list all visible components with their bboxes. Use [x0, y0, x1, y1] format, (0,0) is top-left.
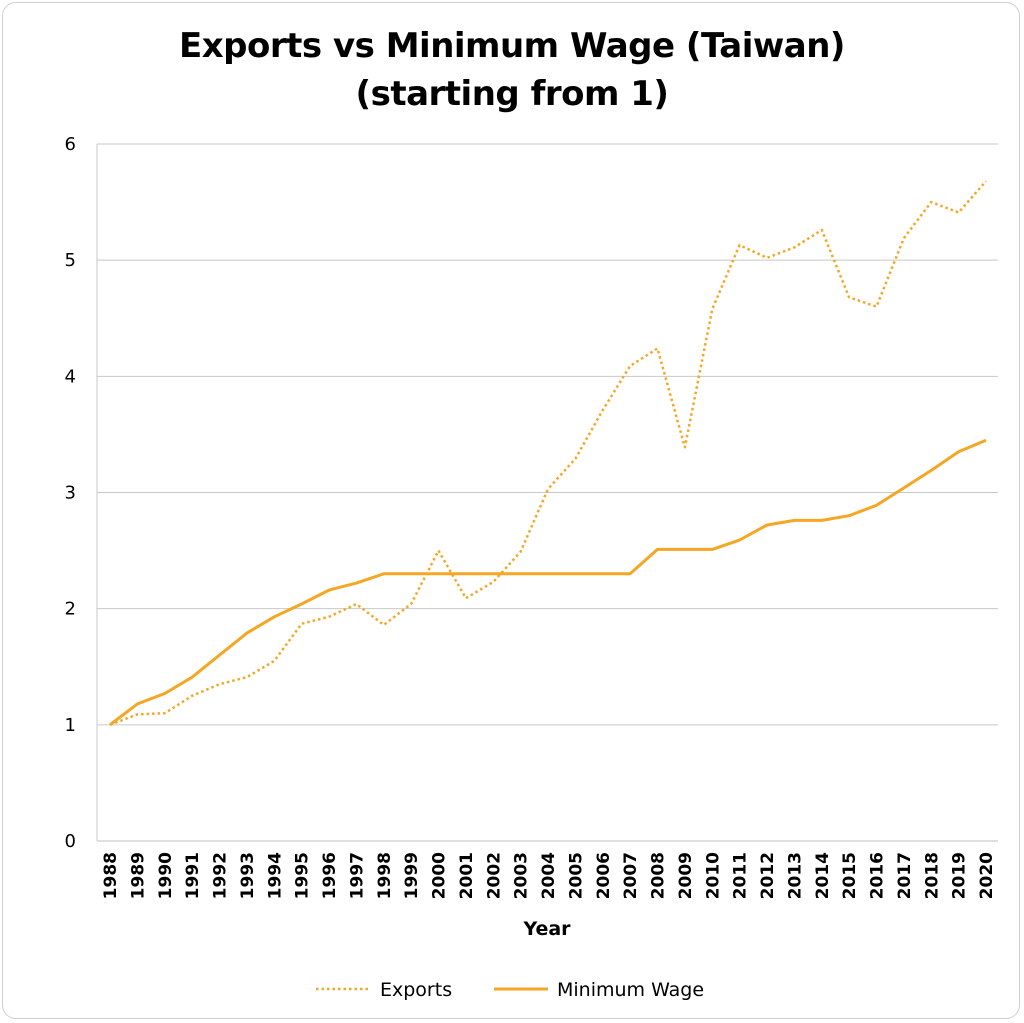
x-tick-label: 2014 — [813, 852, 833, 899]
x-tick-label: 1994 — [265, 852, 285, 899]
x-tick-label: 2015 — [840, 852, 860, 899]
y-tick-label: 5 — [65, 250, 76, 271]
x-tick-label: 2016 — [868, 852, 888, 899]
x-tick-label: 2008 — [649, 852, 669, 899]
x-tick-label: 1997 — [347, 852, 367, 899]
x-tick-label: 2010 — [703, 852, 723, 899]
legend: Exports Minimum Wage — [316, 979, 704, 1001]
x-tick-label: 2000 — [430, 852, 450, 899]
x-tick-label: 2004 — [539, 852, 559, 899]
x-tick-label: 1999 — [402, 852, 422, 899]
series-line-minimum-wage — [109, 438, 987, 726]
x-axis-ticks: 1988 1989 1990 1991 1992 1993 1994 1995 1996 1997… — [101, 852, 997, 899]
x-tick-label: 1998 — [375, 852, 395, 899]
x-tick-label: 2001 — [457, 852, 477, 899]
x-tick-label: 2005 — [566, 852, 586, 899]
x-tick-label: 2019 — [950, 852, 970, 899]
y-tick-label: 6 — [65, 134, 76, 155]
x-tick-label: 2003 — [512, 852, 532, 899]
y-tick-label: 2 — [65, 599, 76, 620]
y-tick-label: 3 — [65, 483, 76, 504]
x-tick-label: 2013 — [785, 852, 805, 899]
legend-label-minimum-wage: Minimum Wage — [557, 979, 704, 1001]
chart-title-line1: Exports vs Minimum Wage (Taiwan) — [179, 26, 845, 66]
series-lines — [109, 180, 987, 726]
y-tick-label: 1 — [65, 715, 76, 736]
x-tick-label: 1989 — [128, 852, 148, 899]
x-tick-label: 1993 — [238, 852, 258, 899]
x-tick-label: 2012 — [758, 852, 778, 899]
series-line-exports — [109, 180, 987, 726]
x-tick-label: 2002 — [484, 852, 504, 899]
x-tick-label: 2007 — [621, 852, 641, 899]
x-tick-label: 2017 — [895, 852, 915, 899]
x-tick-label: 2018 — [922, 852, 942, 899]
y-tick-label: 4 — [65, 366, 76, 387]
legend-label-exports: Exports — [380, 979, 452, 1001]
x-tick-label: 2006 — [594, 852, 614, 899]
y-tick-label: 0 — [65, 831, 76, 852]
x-tick-label: 2009 — [676, 852, 696, 899]
x-tick-label: 1992 — [211, 852, 231, 899]
chart-title-line2: (starting from 1) — [355, 74, 669, 114]
x-tick-label: 1995 — [293, 852, 313, 899]
x-axis-title: Year — [522, 918, 571, 940]
y-axis-ticks: 0 1 2 3 4 5 6 — [65, 134, 76, 852]
x-tick-label: 1988 — [101, 852, 121, 899]
x-tick-label: 2011 — [731, 852, 751, 899]
x-tick-label: 1991 — [183, 852, 203, 899]
x-tick-label: 1990 — [156, 852, 176, 899]
x-tick-label: 1996 — [320, 852, 340, 899]
x-tick-label: 2020 — [977, 852, 997, 899]
